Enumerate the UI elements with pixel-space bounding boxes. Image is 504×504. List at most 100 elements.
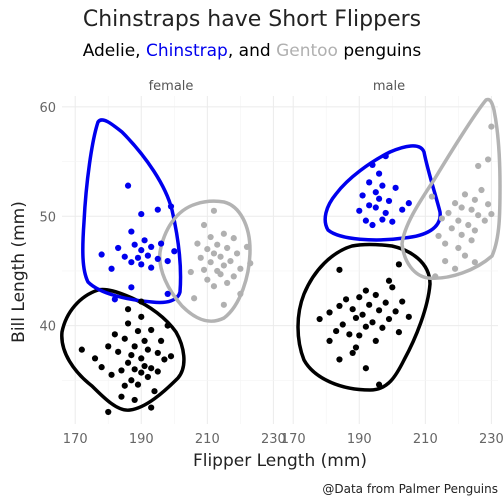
chinstrap-point (369, 221, 376, 229)
points-female (78, 182, 254, 416)
chinstrap-point (138, 261, 145, 268)
x-tick-label: 210 (413, 432, 438, 447)
adelie-point (128, 352, 135, 359)
adelie-point (118, 393, 125, 400)
gentoo-point (442, 240, 449, 247)
adelie-point (385, 315, 393, 323)
y-axis-label: Bill Length (mm) (9, 201, 29, 343)
adelie-point (326, 337, 333, 345)
x-axis-label: Flipper Length (mm) (193, 451, 367, 471)
gentoo-point (237, 265, 244, 272)
chinstrap-point (154, 255, 161, 263)
adelie-point (342, 296, 350, 303)
adelie-point (128, 377, 135, 384)
gentoo-point (448, 225, 455, 232)
adelie-point (379, 324, 386, 331)
gentoo-male-enclosure (400, 97, 502, 280)
chart-subtitle: Adelie, Chinstrap, and Gentoo penguins (83, 41, 422, 61)
facet-label-male: male (373, 79, 405, 94)
chinstrap-point (154, 206, 161, 213)
adelie-point (141, 362, 148, 370)
subtitle-part-0: Adelie, (83, 41, 146, 61)
gentoo-point (471, 196, 478, 203)
gentoo-point (471, 259, 478, 266)
gentoo-point (488, 123, 495, 130)
x-tick-label: 210 (195, 432, 220, 447)
gentoo-point (204, 276, 211, 283)
adelie-point (148, 326, 155, 334)
adelie-point (352, 344, 360, 351)
gentoo-point (194, 240, 201, 247)
gentoo-point (451, 200, 459, 207)
gentoo-point (237, 290, 244, 297)
gentoo-point (428, 193, 436, 200)
enclosures-female (60, 118, 252, 412)
adelie-point (369, 319, 376, 326)
x-tick-label: 170 (281, 432, 306, 447)
chinstrap-point (164, 257, 171, 265)
chinstrap-point (375, 195, 383, 202)
chinstrap-point (389, 218, 396, 225)
chinstrap-point (141, 237, 148, 244)
adelie-point (141, 337, 148, 345)
gentoo-point (478, 186, 485, 194)
gentoo-point (468, 237, 475, 244)
adelie-point (124, 320, 132, 327)
gentoo-point (243, 243, 251, 250)
chinstrap-point (124, 182, 132, 189)
gentoo-point (442, 257, 449, 265)
gentoo-female-enclosure (158, 199, 252, 323)
adelie-point (372, 291, 379, 299)
chinstrap-point (366, 202, 373, 209)
chinstrap-point (138, 210, 145, 218)
chinstrap-point (372, 189, 379, 196)
adelie-point (405, 313, 412, 320)
adelie-point (326, 309, 333, 316)
x-tick-label: 190 (347, 432, 372, 447)
adelie-point (356, 332, 363, 339)
adelie-point (154, 349, 161, 357)
chinstrap-point (356, 207, 363, 214)
adelie-point (339, 321, 346, 328)
adelie-point (362, 365, 369, 372)
adelie-point (144, 346, 151, 353)
chinstrap-point (115, 244, 122, 252)
gentoo-point (204, 245, 211, 253)
chinstrap-point (382, 209, 389, 217)
gentoo-point (458, 231, 465, 238)
adelie-point (336, 266, 343, 273)
chinstrap-female-enclosure (81, 118, 183, 305)
gentoo-point (438, 215, 445, 222)
chinstrap-male-enclosure (323, 144, 442, 242)
adelie-point (359, 311, 366, 318)
adelie-point (111, 331, 118, 338)
gentoo-point (207, 259, 214, 266)
gentoo-point (445, 209, 452, 217)
adelie-point (131, 343, 138, 350)
adelie-point (105, 343, 112, 350)
adelie-point (366, 301, 373, 308)
gentoo-point (435, 232, 442, 240)
adelie-point (164, 322, 171, 329)
adelie-point (148, 365, 155, 372)
adelie-point (392, 308, 399, 315)
x-tick-label: 190 (129, 432, 154, 447)
gentoo-point (191, 295, 198, 302)
adelie-point (121, 382, 128, 389)
gentoo-point (207, 233, 214, 241)
gentoo-point (230, 273, 237, 280)
gentoo-point (220, 230, 227, 237)
chinstrap-point (366, 179, 373, 186)
gentoo-point (210, 207, 218, 214)
adelie-point (352, 314, 360, 322)
gentoo-point (224, 279, 231, 287)
gentoo-point (230, 235, 237, 242)
chinstrap-point (405, 200, 412, 207)
chinstrap-point (379, 216, 386, 223)
adelie-point (375, 307, 383, 314)
chinstrap-point (131, 241, 138, 248)
grid-female (62, 96, 280, 424)
chinstrap-point (138, 247, 145, 254)
adelie-point (336, 356, 343, 363)
gentoo-point (461, 252, 469, 259)
